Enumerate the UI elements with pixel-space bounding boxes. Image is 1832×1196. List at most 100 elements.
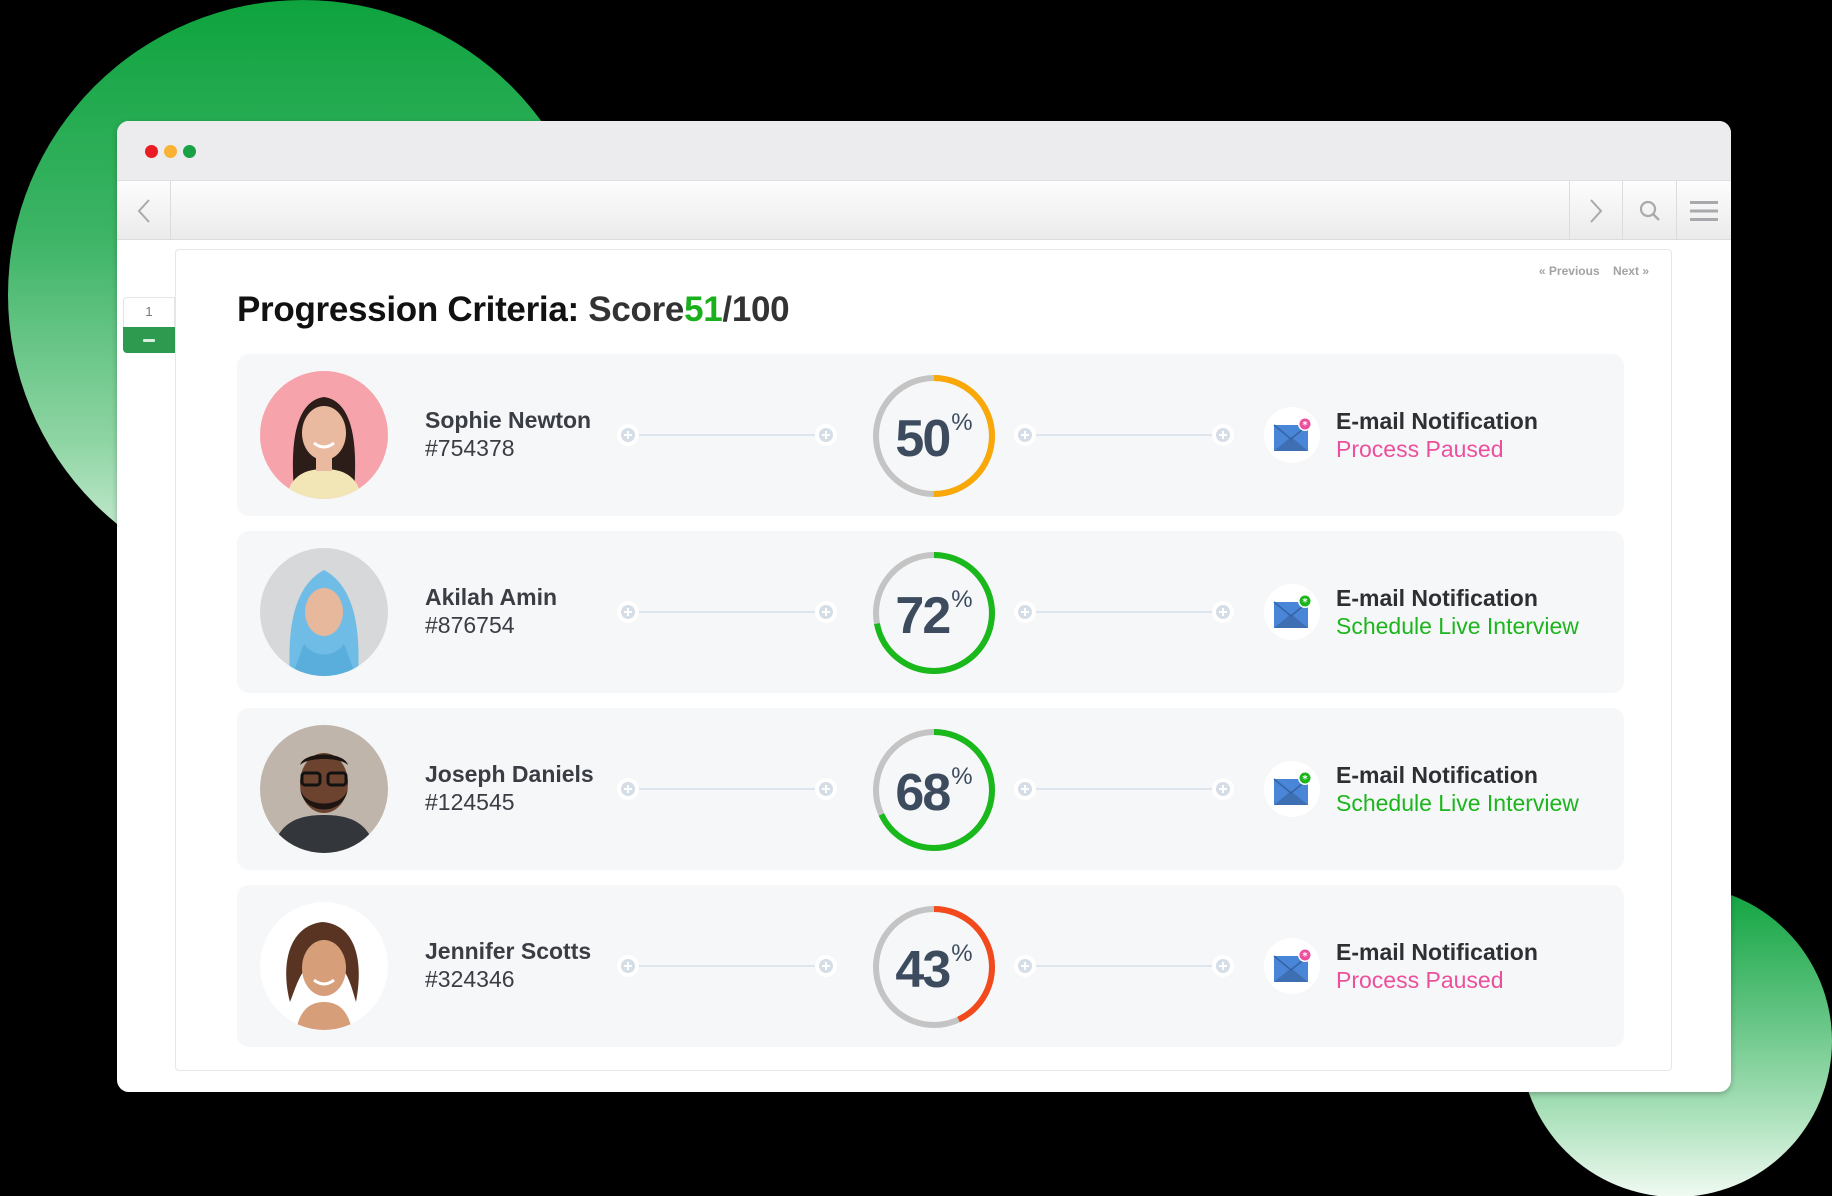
chevron-left-icon <box>137 198 150 223</box>
notification-title: E-mail Notification <box>1336 762 1538 788</box>
plus-icon <box>1216 782 1230 796</box>
add-step-button[interactable] <box>1212 955 1234 977</box>
candidate-info: Jennifer Scotts #324346 <box>425 937 591 993</box>
connector-right <box>1014 601 1234 623</box>
person-photo-icon <box>260 902 388 1030</box>
candidate-id: #876754 <box>425 612 515 638</box>
previous-link[interactable]: « Previous <box>1538 264 1600 278</box>
person-photo-icon <box>260 548 388 676</box>
add-step-button[interactable] <box>1014 955 1036 977</box>
title-label: Progression Criteria: <box>237 290 579 329</box>
candidate-name: Sophie Newton <box>425 407 592 433</box>
plus-icon <box>1216 959 1230 973</box>
candidate-info: Akilah Amin #876754 <box>425 583 557 639</box>
add-step-button[interactable] <box>815 778 837 800</box>
score-value: 51 <box>684 290 723 329</box>
candidate-name: Joseph Daniels <box>425 761 594 787</box>
search-button[interactable] <box>1623 181 1677 240</box>
maximize-window-button[interactable] <box>183 145 196 158</box>
candidate-row[interactable]: Sophie Newton #754378 50% * <box>237 354 1624 516</box>
candidate-id: #324346 <box>425 966 515 992</box>
add-step-button[interactable] <box>1212 601 1234 623</box>
score-label: Score <box>588 290 685 329</box>
mail-envelope-icon: * <box>1273 771 1312 805</box>
add-step-button[interactable] <box>815 601 837 623</box>
email-notification-icon[interactable]: * <box>1264 938 1320 994</box>
add-step-button[interactable] <box>617 601 639 623</box>
avatar <box>260 371 388 499</box>
progress-percent: 72% <box>869 548 999 678</box>
connector-line <box>628 965 826 967</box>
email-notification-icon[interactable]: * <box>1264 407 1320 463</box>
add-step-button[interactable] <box>815 955 837 977</box>
forward-button[interactable] <box>1569 181 1623 240</box>
percent-value: 50 <box>895 410 951 468</box>
add-step-button[interactable] <box>617 955 639 977</box>
browser-window: 1 « Previous Next » Progression Criteria… <box>117 121 1731 1092</box>
plus-icon <box>819 428 833 442</box>
plus-icon <box>1216 605 1230 619</box>
add-step-button[interactable] <box>617 424 639 446</box>
progress-ring: 72% <box>869 548 999 678</box>
candidate-info: Joseph Daniels #124545 <box>425 760 594 816</box>
connector-right <box>1014 955 1234 977</box>
percent-sign: % <box>951 586 973 613</box>
add-step-button[interactable] <box>1014 601 1036 623</box>
svg-text:*: * <box>1302 951 1308 962</box>
add-step-button[interactable] <box>617 778 639 800</box>
notification-text: E-mail Notification Process Paused <box>1336 407 1538 463</box>
close-window-button[interactable] <box>145 145 158 158</box>
email-notification-icon[interactable]: * <box>1264 584 1320 640</box>
add-step-button[interactable] <box>815 424 837 446</box>
collapse-button[interactable] <box>123 327 175 353</box>
avatar <box>260 902 388 1030</box>
back-button[interactable] <box>117 181 171 240</box>
next-link[interactable]: Next » <box>1612 264 1649 278</box>
plus-icon <box>621 428 635 442</box>
hamburger-menu-icon <box>1690 200 1718 221</box>
chevron-right-icon <box>1590 198 1603 223</box>
page-title: Progression Criteria: Score51/100 <box>237 290 790 330</box>
connector-left <box>617 778 837 800</box>
add-step-button[interactable] <box>1014 778 1036 800</box>
add-step-button[interactable] <box>1212 778 1234 800</box>
notification-title: E-mail Notification <box>1336 939 1538 965</box>
connector-line <box>1025 434 1223 436</box>
add-step-button[interactable] <box>1212 424 1234 446</box>
candidate-info: Sophie Newton #754378 <box>425 406 591 462</box>
progress-ring: 68% <box>869 725 999 855</box>
progress-ring-graphic <box>873 552 995 674</box>
notification-title: E-mail Notification <box>1336 585 1538 611</box>
plus-icon <box>621 605 635 619</box>
plus-icon <box>819 959 833 973</box>
candidate-id: #124545 <box>425 789 515 815</box>
plus-icon <box>819 605 833 619</box>
avatar <box>260 548 388 676</box>
score-total: /100 <box>722 290 790 329</box>
notification-status: Schedule Live Interview <box>1336 790 1579 816</box>
percent-value: 72 <box>895 587 951 645</box>
email-notification-icon[interactable]: * <box>1264 761 1320 817</box>
candidate-row[interactable]: Akilah Amin #876754 72% * <box>237 531 1624 693</box>
progress-percent: 43% <box>869 902 999 1032</box>
avatar <box>260 725 388 853</box>
percent-sign: % <box>951 763 973 790</box>
connector-right <box>1014 424 1234 446</box>
plus-icon <box>819 782 833 796</box>
candidate-row[interactable]: Jennifer Scotts #324346 43% * <box>237 885 1624 1047</box>
candidate-row[interactable]: Joseph Daniels #124545 68% * <box>237 708 1624 870</box>
svg-text:*: * <box>1302 774 1308 785</box>
menu-button[interactable] <box>1677 181 1731 240</box>
minimize-window-button[interactable] <box>164 145 177 158</box>
percent-sign: % <box>951 940 973 967</box>
plus-icon <box>621 782 635 796</box>
side-page-tab[interactable]: 1 <box>123 297 175 353</box>
connector-line <box>1025 611 1223 613</box>
progress-ring-graphic <box>873 906 995 1028</box>
percent-sign: % <box>951 409 973 436</box>
progress-ring: 43% <box>869 902 999 1032</box>
connector-line <box>1025 788 1223 790</box>
plus-icon <box>1018 782 1032 796</box>
connector-right <box>1014 778 1234 800</box>
add-step-button[interactable] <box>1014 424 1036 446</box>
